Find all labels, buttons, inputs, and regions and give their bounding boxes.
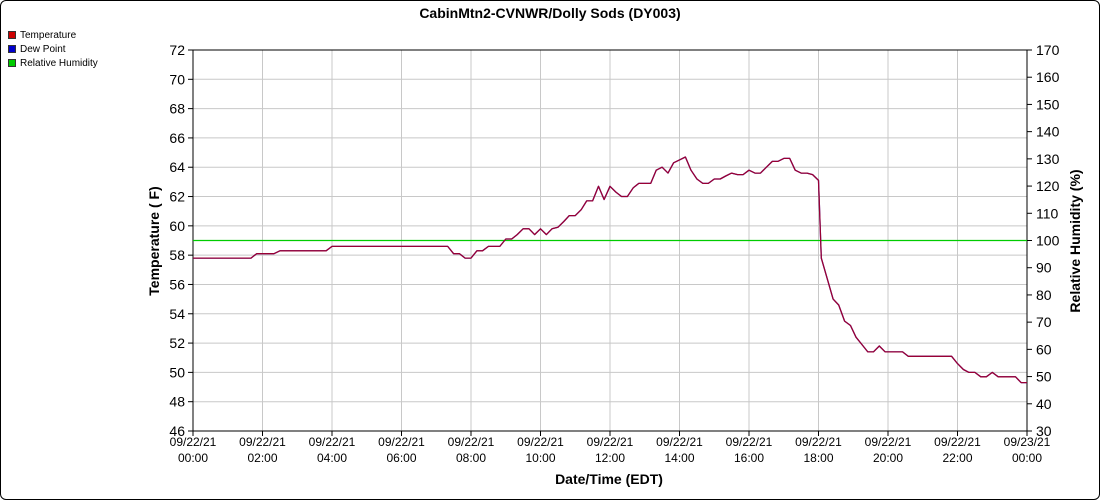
right-tick-label: 90 bbox=[1036, 260, 1052, 276]
x-tick-time-label: 22:00 bbox=[942, 451, 972, 465]
right-tick-label: 60 bbox=[1036, 341, 1052, 357]
right-tick-label: 110 bbox=[1036, 205, 1059, 221]
x-tick-time-label: 00:00 bbox=[1012, 451, 1042, 465]
temperature-swatch-icon bbox=[8, 31, 16, 39]
legend-item-temperature[interactable]: Temperature bbox=[8, 28, 98, 42]
series-line-temperature bbox=[193, 156, 1027, 384]
right-tick-label: 150 bbox=[1036, 96, 1060, 112]
left-tick-label: 72 bbox=[169, 42, 185, 58]
right-tick-label: 140 bbox=[1036, 124, 1060, 140]
x-tick-date-label: 09/22/21 bbox=[309, 435, 356, 449]
legend-label: Dew Point bbox=[20, 43, 66, 55]
x-tick-time-label: 00:00 bbox=[178, 451, 208, 465]
right-tick-label: 40 bbox=[1036, 396, 1052, 412]
left-tick-label: 68 bbox=[169, 101, 185, 117]
series-layer bbox=[193, 156, 1027, 384]
left-tick-label: 50 bbox=[169, 364, 185, 380]
right-tick-label: 100 bbox=[1036, 233, 1060, 249]
x-tick-time-label: 04:00 bbox=[317, 451, 347, 465]
x-tick-time-label: 14:00 bbox=[664, 451, 694, 465]
x-axis-label: Date/Time (EDT) bbox=[555, 471, 663, 487]
x-tick-date-label: 09/22/21 bbox=[656, 435, 703, 449]
left-tick-label: 60 bbox=[169, 218, 185, 234]
right-tick-label: 80 bbox=[1036, 287, 1052, 303]
left-tick-label: 62 bbox=[169, 189, 185, 205]
x-tick-date-label: 09/22/21 bbox=[587, 435, 634, 449]
left-tick-label: 70 bbox=[169, 71, 185, 87]
x-tick-time-label: 20:00 bbox=[873, 451, 903, 465]
x-tick-time-label: 16:00 bbox=[734, 451, 764, 465]
left-tick-label: 56 bbox=[169, 276, 185, 292]
relative-humidity-swatch-icon bbox=[8, 59, 16, 67]
x-tick-date-label: 09/22/21 bbox=[448, 435, 495, 449]
x-tick-time-label: 12:00 bbox=[595, 451, 625, 465]
x-tick-time-label: 08:00 bbox=[456, 451, 486, 465]
left-tick-label: 54 bbox=[169, 306, 185, 322]
legend-item-dew-point[interactable]: Dew Point bbox=[8, 42, 98, 56]
left-tick-label: 58 bbox=[169, 247, 185, 263]
legend-label: Temperature bbox=[20, 29, 77, 41]
x-tick-date-label: 09/22/21 bbox=[865, 435, 912, 449]
x-tick-date-label: 09/22/21 bbox=[239, 435, 286, 449]
y-axis-right-label: Relative Humidity (%) bbox=[1067, 169, 1083, 312]
left-tick-label: 66 bbox=[169, 130, 185, 146]
x-tick-date-label: 09/22/21 bbox=[170, 435, 217, 449]
x-tick-time-label: 02:00 bbox=[247, 451, 277, 465]
y-axis-left-label: Temperature ( F) bbox=[146, 186, 162, 295]
right-tick-label: 130 bbox=[1036, 151, 1060, 167]
left-tick-label: 52 bbox=[169, 335, 185, 351]
dew-point-swatch-icon bbox=[8, 45, 16, 53]
legend-label: Relative Humidity bbox=[20, 57, 98, 69]
left-tick-label: 48 bbox=[169, 394, 185, 410]
right-tick-label: 120 bbox=[1036, 178, 1060, 194]
left-tick-label: 64 bbox=[169, 159, 185, 175]
right-tick-label: 70 bbox=[1036, 314, 1052, 330]
x-tick-time-label: 18:00 bbox=[803, 451, 833, 465]
right-axis-ticks: 30 40 50 60 70 80 90 100 110 120 130 140 150 160 170 bbox=[1027, 42, 1060, 439]
chart-title: CabinMtn2-CVNWR/Dolly Sods (DY003) bbox=[419, 5, 680, 21]
x-tick-time-label: 10:00 bbox=[525, 451, 555, 465]
left-axis-ticks: 46 48 50 52 54 56 58 60 62 64 66 68 70 72 bbox=[169, 42, 193, 439]
right-tick-label: 160 bbox=[1036, 69, 1060, 85]
x-tick-date-label: 09/23/21 bbox=[1004, 435, 1051, 449]
right-tick-label: 30 bbox=[1036, 423, 1052, 439]
x-tick-date-label: 09/22/21 bbox=[726, 435, 773, 449]
x-tick-date-label: 09/22/21 bbox=[934, 435, 981, 449]
x-tick-date-label: 09/22/21 bbox=[378, 435, 425, 449]
x-tick-date-label: 09/22/21 bbox=[795, 435, 842, 449]
right-tick-label: 170 bbox=[1036, 42, 1060, 58]
legend: Temperature Dew Point Relative Humidity bbox=[8, 28, 98, 70]
x-axis-ticks: 09/22/21 00:00 09/22/21 02:00 09/22/21 04:00 0… bbox=[170, 431, 1051, 465]
left-tick-label: 46 bbox=[169, 423, 185, 439]
right-tick-label: 50 bbox=[1036, 369, 1052, 385]
x-tick-time-label: 06:00 bbox=[386, 451, 416, 465]
legend-item-relative-humidity[interactable]: Relative Humidity bbox=[8, 56, 98, 70]
x-tick-date-label: 09/22/21 bbox=[517, 435, 564, 449]
